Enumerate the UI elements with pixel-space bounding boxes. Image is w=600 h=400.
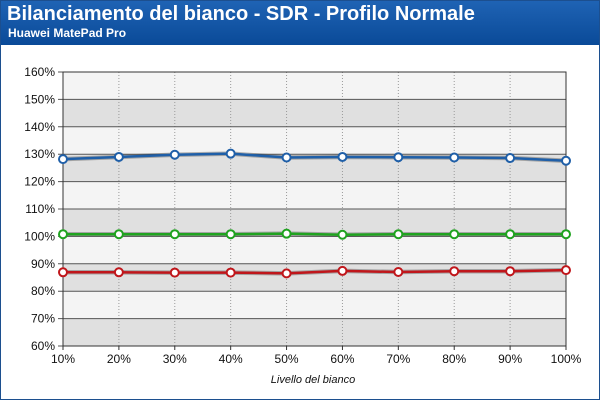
x-tick-label: 10% xyxy=(51,352,75,366)
data-point xyxy=(113,229,124,240)
data-point xyxy=(281,228,292,239)
data-point xyxy=(58,267,68,278)
x-tick-label: 40% xyxy=(219,352,243,366)
data-point xyxy=(169,229,180,240)
data-point xyxy=(225,229,236,240)
y-tick-label: 130% xyxy=(24,147,55,161)
plot-band xyxy=(63,263,566,292)
y-tick-label: 70% xyxy=(31,312,55,326)
x-tick-label: 100% xyxy=(551,352,582,366)
y-tick-label: 100% xyxy=(24,229,55,243)
y-tick-label: 60% xyxy=(31,339,55,353)
x-axis-title: Livello del bianco xyxy=(271,374,355,386)
y-tick-label: 160% xyxy=(24,65,55,79)
data-point xyxy=(505,153,516,164)
data-point xyxy=(393,229,404,240)
plot-band xyxy=(63,318,566,346)
y-tick-label: 110% xyxy=(25,202,55,216)
y-tick-label: 90% xyxy=(31,257,55,271)
chart-title: Bilanciamento del bianco - SDR - Profilo… xyxy=(7,3,475,25)
plot-border xyxy=(62,71,567,347)
data-point xyxy=(561,229,571,240)
chart-header: Bilanciamento del bianco - SDR - Profilo… xyxy=(1,1,599,45)
data-point xyxy=(113,267,124,278)
data-point xyxy=(337,151,348,162)
data-point xyxy=(393,267,404,278)
data-point xyxy=(169,267,180,278)
data-point xyxy=(225,148,236,159)
data-point xyxy=(505,229,516,240)
series-line xyxy=(62,152,567,163)
plot-band xyxy=(63,209,566,237)
data-point xyxy=(169,149,180,160)
data-point xyxy=(281,152,292,163)
y-tick-label: 80% xyxy=(31,284,55,298)
x-tick-label: 50% xyxy=(275,352,299,366)
chart-subtitle: Huawei MatePad Pro xyxy=(8,26,127,40)
data-point xyxy=(225,267,236,278)
x-tick-label: 90% xyxy=(498,352,522,366)
x-tick-label: 60% xyxy=(330,352,354,366)
series-line xyxy=(63,268,567,275)
series-line xyxy=(63,232,566,237)
plot-band xyxy=(63,99,566,127)
x-tick-label: 30% xyxy=(163,352,187,366)
x-tick-label: 80% xyxy=(442,352,466,366)
y-tick-label: 140% xyxy=(24,120,55,134)
x-tick-label: 70% xyxy=(386,352,410,366)
data-point xyxy=(505,266,516,277)
x-tick-label: 20% xyxy=(107,352,131,366)
data-point xyxy=(449,229,460,240)
data-point xyxy=(561,265,571,276)
data-point xyxy=(58,154,68,165)
data-point xyxy=(281,268,292,279)
data-point xyxy=(449,266,460,277)
data-point xyxy=(393,152,404,163)
data-point xyxy=(337,229,348,240)
data-point xyxy=(337,265,348,276)
y-tick-label: 120% xyxy=(24,175,55,189)
data-point xyxy=(449,152,460,163)
data-point xyxy=(113,151,124,162)
data-point xyxy=(58,229,68,240)
y-tick-label: 150% xyxy=(24,92,55,106)
data-point xyxy=(561,155,571,166)
